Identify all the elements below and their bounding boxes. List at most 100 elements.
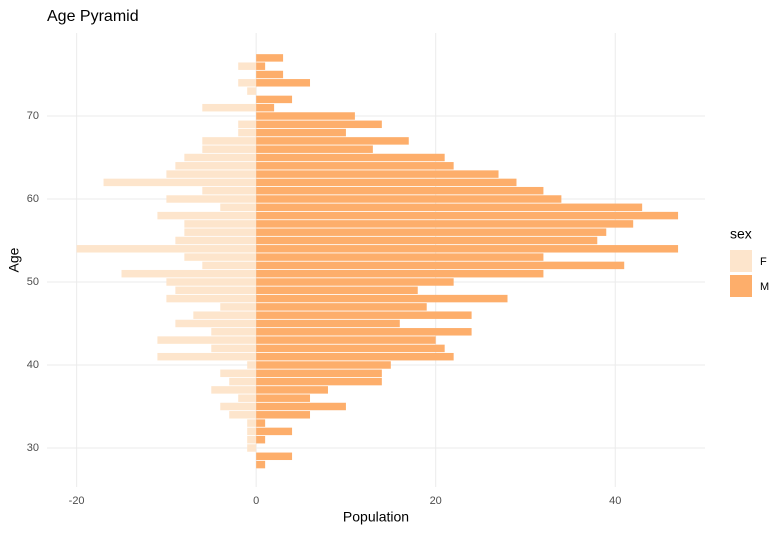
bar <box>256 411 311 419</box>
bar <box>157 336 257 344</box>
bar <box>256 170 499 178</box>
bar <box>121 269 257 278</box>
bar <box>238 79 257 87</box>
bar <box>211 344 257 353</box>
bar <box>256 162 454 170</box>
legend-title: sex <box>730 226 752 242</box>
bar <box>193 311 257 319</box>
legend-swatch <box>730 275 752 297</box>
bar <box>247 444 257 452</box>
y-tick-label: 40 <box>27 359 39 371</box>
legend-label: M <box>760 281 769 293</box>
bar <box>256 460 266 469</box>
bar <box>247 419 257 427</box>
bar <box>238 62 257 70</box>
bar <box>184 253 257 261</box>
bar <box>256 62 266 70</box>
bar <box>256 286 418 295</box>
bar <box>76 245 257 253</box>
bar <box>256 361 391 369</box>
bar <box>256 120 382 129</box>
bar <box>211 328 257 336</box>
bar <box>202 261 257 270</box>
bar <box>202 103 257 112</box>
bar <box>256 336 436 344</box>
bar <box>157 352 257 361</box>
bar <box>256 236 598 245</box>
bar <box>256 386 328 394</box>
bar <box>238 120 257 129</box>
bar <box>256 278 454 286</box>
bar <box>256 203 643 212</box>
bar <box>238 394 257 402</box>
bar <box>256 137 409 145</box>
bar <box>256 128 346 137</box>
bar <box>202 145 257 153</box>
y-tick-label: 30 <box>27 442 39 454</box>
bar <box>256 352 454 361</box>
bar <box>256 178 517 187</box>
bar <box>256 253 544 261</box>
y-tick-label: 60 <box>27 193 39 205</box>
bar <box>220 303 257 311</box>
bar <box>247 361 257 369</box>
bar <box>184 220 257 228</box>
bar <box>220 369 257 378</box>
bar <box>247 87 257 95</box>
bar <box>238 128 257 137</box>
bar <box>166 195 257 203</box>
bar <box>184 228 257 236</box>
bar <box>211 386 257 394</box>
bar <box>202 137 257 145</box>
bar <box>256 269 544 278</box>
bar <box>256 211 679 220</box>
x-axis-label: Population <box>343 509 409 525</box>
x-tick-label: 40 <box>609 495 621 507</box>
bar <box>256 394 311 402</box>
legend-label: F <box>760 256 767 268</box>
bar <box>256 435 266 444</box>
chart-title: Age Pyramid <box>47 8 139 25</box>
bar <box>247 435 257 444</box>
bar <box>256 319 400 328</box>
bar <box>256 220 634 228</box>
bar <box>256 153 445 162</box>
bar <box>256 377 382 386</box>
bar <box>220 402 257 411</box>
bar <box>175 162 257 170</box>
bar <box>256 344 445 353</box>
bar <box>256 369 382 378</box>
bar <box>229 411 257 419</box>
y-axis-label: Age <box>6 247 22 272</box>
y-tick-label: 50 <box>27 276 39 288</box>
bar <box>256 103 275 112</box>
bar <box>175 319 257 328</box>
bar <box>256 245 679 253</box>
y-tick-label: 70 <box>27 110 39 122</box>
bar <box>157 211 257 220</box>
bar <box>256 70 284 79</box>
bar <box>220 203 257 212</box>
bar <box>256 311 472 319</box>
bar <box>229 377 257 386</box>
bar <box>256 95 293 104</box>
bar <box>256 112 355 120</box>
bar <box>256 228 607 236</box>
bar <box>256 261 625 270</box>
bar <box>256 195 562 203</box>
legend-swatch <box>730 250 752 272</box>
bar <box>184 153 257 162</box>
bar <box>256 186 544 195</box>
bar <box>256 145 373 153</box>
bar <box>175 286 257 295</box>
bar <box>103 178 257 187</box>
bar <box>256 294 508 303</box>
bar <box>166 278 257 286</box>
bar <box>202 186 257 195</box>
bar <box>256 402 346 411</box>
bar <box>256 427 293 436</box>
bar <box>175 236 257 245</box>
bar <box>166 294 257 303</box>
bar <box>166 170 257 178</box>
